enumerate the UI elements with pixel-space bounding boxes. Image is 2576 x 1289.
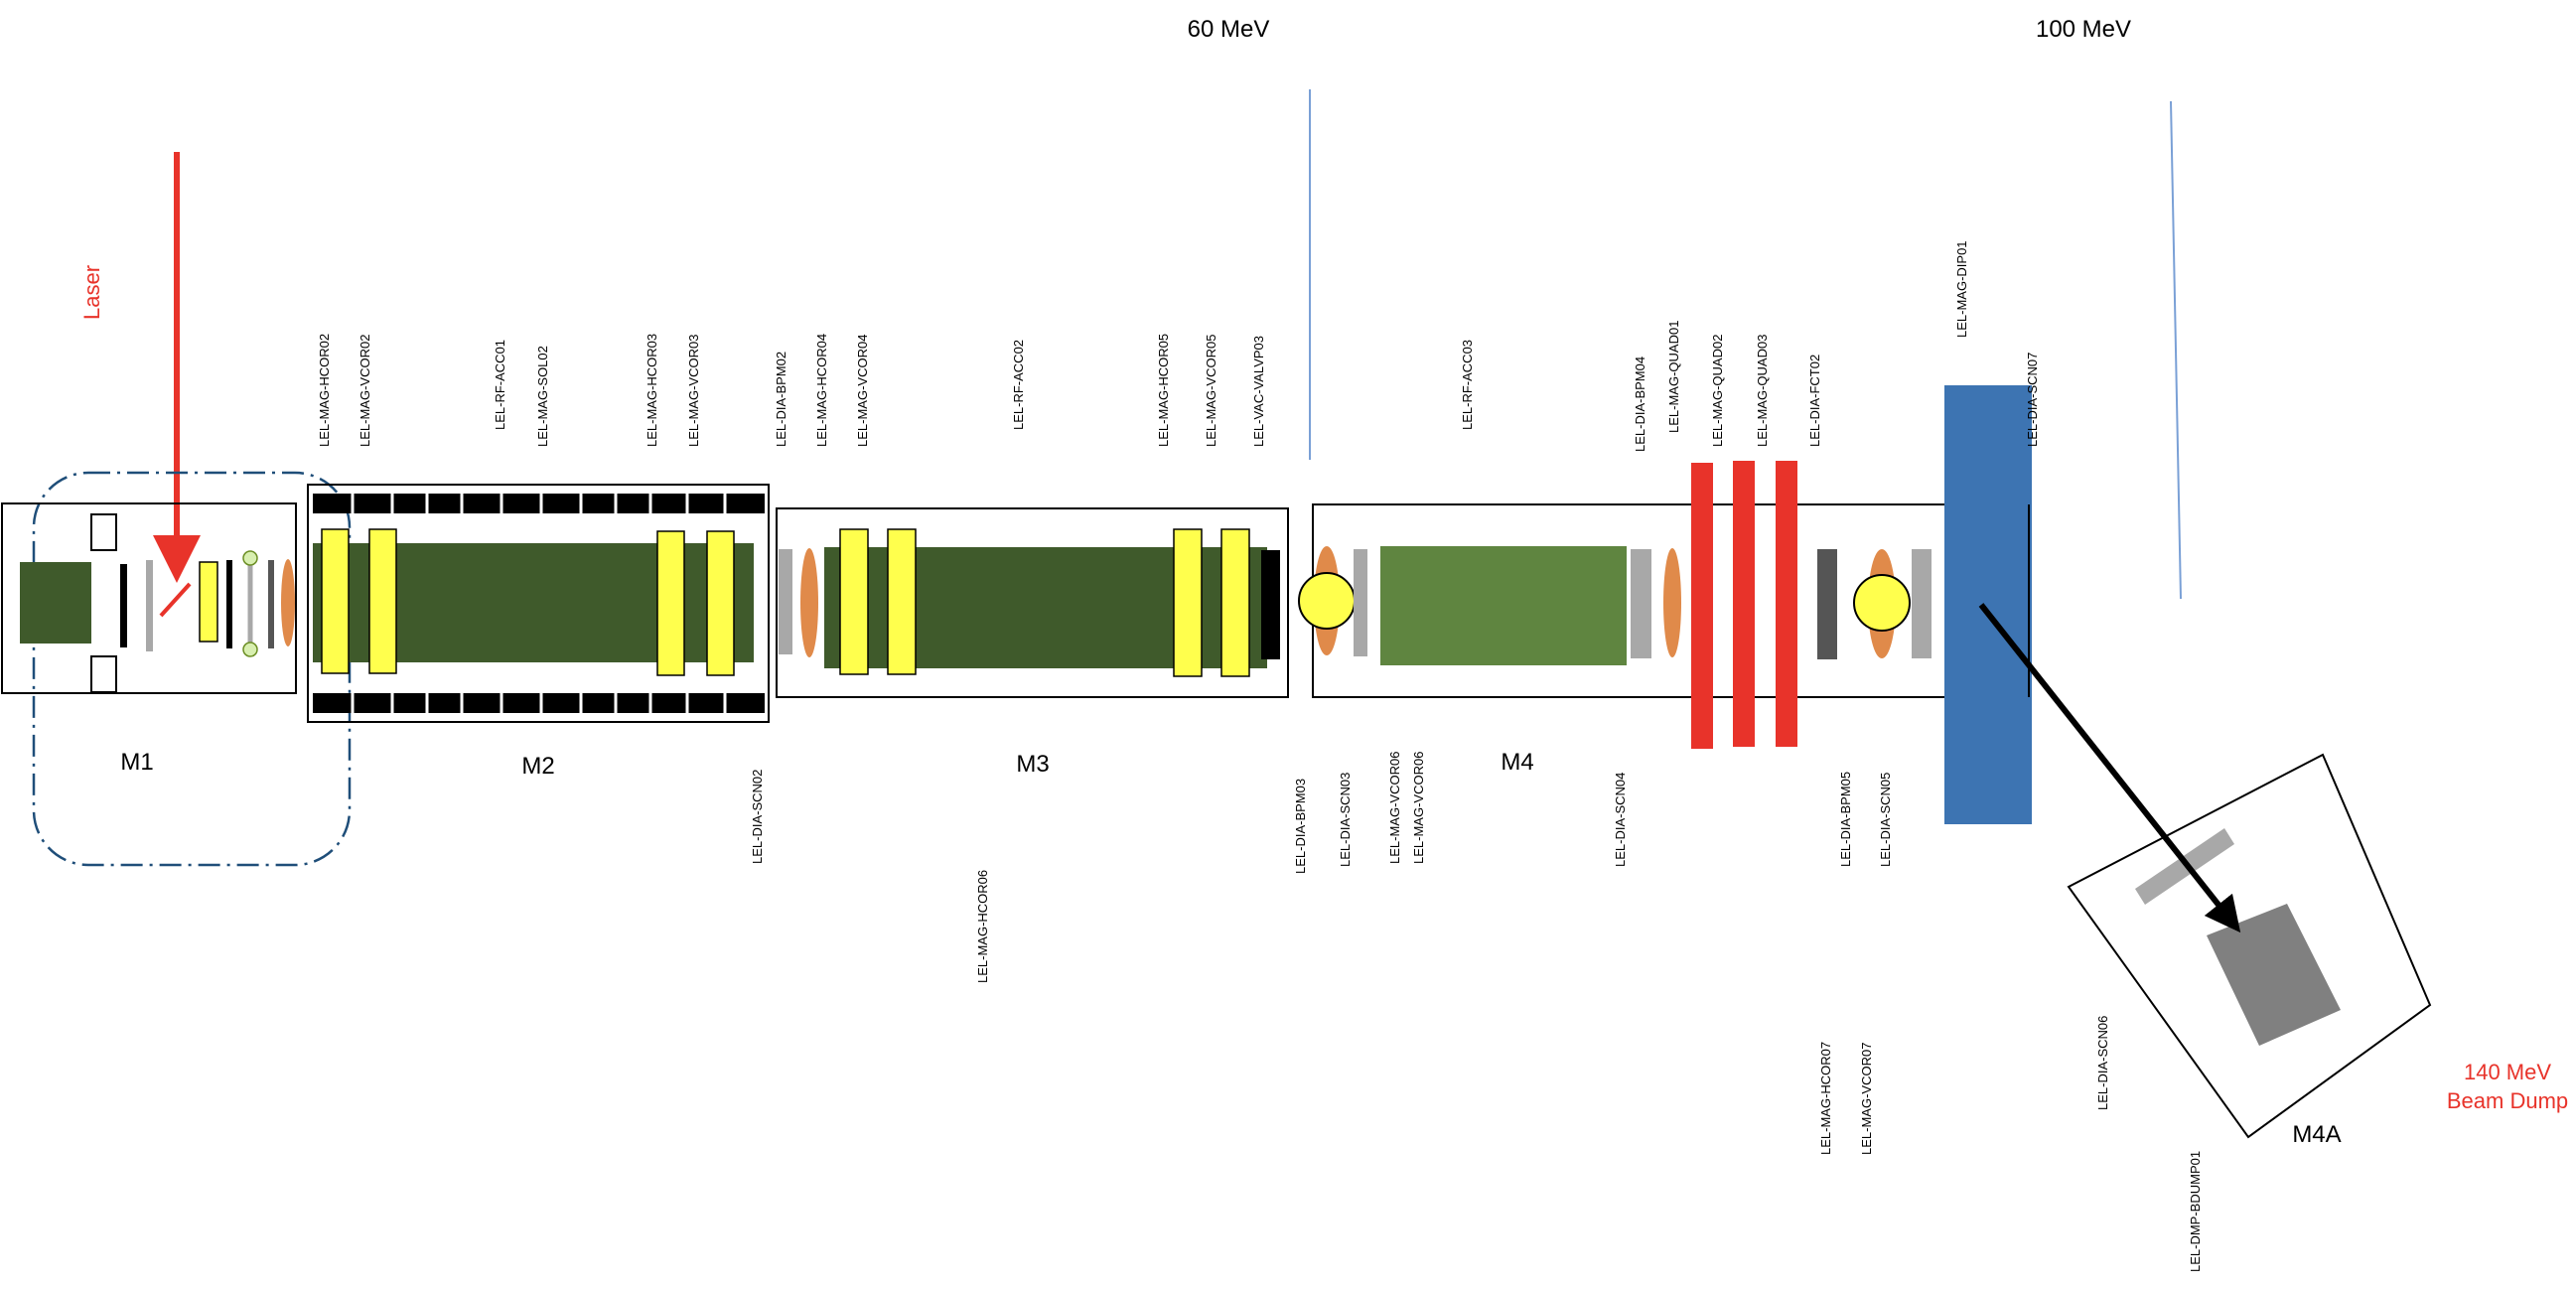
m4-screen03 [1354, 549, 1367, 656]
m4-quad01 [1691, 463, 1713, 749]
laser-mirror [159, 582, 192, 618]
m4a-box [2067, 753, 2432, 1139]
gun-port-top [90, 513, 117, 551]
device-labels-bottom: LEL-DIA-SCN02 LEL-MAG-HCOR06 LEL-DIA-BPM… [750, 752, 2203, 1272]
module-label-m4a: M4A [2292, 1121, 2341, 1148]
gun-port-bottom [90, 655, 117, 693]
m1-screen [146, 560, 153, 651]
device-label: LEL-DMP-BDUMP01 [2188, 1151, 2203, 1272]
device-label: LEL-DIA-SCN04 [1613, 773, 1628, 867]
device-label: LEL-DIA-SCN02 [750, 770, 765, 864]
device-label: LEL-RF-ACC03 [1460, 340, 1475, 430]
device-label: LEL-DIA-BPM03 [1293, 779, 1308, 874]
module-label-m3: M3 [1016, 751, 1049, 778]
m2-hcor03 [656, 530, 685, 676]
device-label: LEL-RF-ACC01 [493, 340, 507, 430]
device-label: LEL-DIA-BPM05 [1838, 772, 1853, 867]
m2-hcor02 [321, 528, 350, 674]
m3-valve [1261, 550, 1280, 659]
device-label: LEL-DIA-SCN07 [2025, 353, 2040, 447]
m2-box [307, 484, 770, 723]
m4-bpm04 [1663, 548, 1681, 657]
device-label: LEL-MAG-VCOR03 [686, 335, 701, 447]
device-label: LEL-DIA-BPM02 [774, 352, 788, 447]
module-label-m2: M2 [521, 753, 554, 780]
device-label: LEL-MAG-VCOR02 [358, 335, 372, 447]
m1-boundary [32, 471, 352, 867]
gun-body [20, 562, 91, 644]
m1-screen-knob-bottom [242, 642, 258, 657]
dipole-dip01 [1944, 385, 2032, 824]
m3-screen [779, 549, 792, 654]
m4-screen04 [1631, 549, 1651, 658]
m3-hcor05 [1173, 528, 1203, 677]
m1-bpm [281, 559, 295, 646]
m4-quad02 [1733, 461, 1755, 747]
device-label: LEL-MAG-VCOR06 [1387, 752, 1402, 864]
m3-box [776, 507, 1289, 698]
m3-bpm02 [800, 548, 818, 657]
device-label: LEL-DIA-FCT02 [1807, 355, 1822, 447]
energy-label-140mev: 140 MeV [2464, 1060, 2551, 1084]
m2-vcor03 [706, 530, 735, 676]
m4-accelerator [1380, 546, 1627, 665]
m3-vcor04 [887, 528, 917, 675]
m4-screen05 [1912, 549, 1932, 658]
device-label: LEL-MAG-SOL02 [535, 346, 550, 447]
device-label: LEL-MAG-VCOR05 [1204, 335, 1218, 447]
module-label-m1: M1 [120, 749, 153, 776]
m4-quad03 [1776, 461, 1797, 747]
device-label: LEL-MAG-QUAD01 [1666, 321, 1681, 433]
module-label-m4: M4 [1501, 749, 1533, 776]
m1-screen-knob-top [242, 550, 258, 566]
device-label: LEL-MAG-QUAD02 [1710, 335, 1725, 447]
device-label: LEL-DIA-SCN03 [1338, 773, 1353, 867]
device-label: LEL-VAC-VALVP03 [1251, 336, 1266, 447]
m2-solenoid-dividers [351, 494, 727, 713]
device-label: LEL-MAG-HCOR02 [317, 334, 332, 447]
dump-arrow [1978, 603, 2241, 933]
m3-vcor05 [1220, 528, 1250, 677]
device-label: LEL-MAG-HCOR04 [814, 334, 829, 447]
beam-dump-label: Beam Dump [2447, 1088, 2568, 1113]
device-label: LEL-DIA-SCN06 [2095, 1016, 2110, 1110]
device-label: LEL-MAG-VCOR04 [855, 335, 870, 447]
laser-label: Laser [79, 265, 104, 320]
device-label: LEL-MAG-VCOR07 [1859, 1043, 1874, 1155]
m1-black-element [120, 564, 127, 647]
device-label: LEL-MAG-HCOR03 [644, 334, 659, 447]
energy-line-100mev [2170, 100, 2182, 600]
energy-label-100mev: 100 MeV [2036, 16, 2131, 43]
m1-dark-element [268, 560, 274, 648]
m3-hcor04 [839, 528, 869, 675]
device-label: LEL-DIA-BPM04 [1633, 357, 1647, 452]
device-label: LEL-MAG-DIP01 [1954, 240, 1969, 338]
device-label: LEL-MAG-HCOR07 [1818, 1042, 1833, 1155]
m1-corrector [199, 561, 218, 643]
m4-bpm05-marker [1853, 574, 1911, 632]
m4-bpm03-marker [1298, 572, 1356, 630]
device-label: LEL-MAG-QUAD03 [1755, 335, 1770, 447]
device-label: LEL-MAG-HCOR05 [1156, 334, 1171, 447]
device-label: LEL-MAG-VCOR06 [1411, 752, 1426, 864]
device-label: LEL-DIA-SCN05 [1878, 773, 1893, 867]
m4-fct02 [1817, 549, 1837, 659]
m1-black-element-2 [226, 560, 232, 648]
m2-solenoid-bottom [313, 693, 765, 713]
m4a-dump [2207, 904, 2341, 1046]
m2-solenoid-top [313, 494, 765, 513]
device-label: LEL-MAG-HCOR06 [975, 870, 990, 983]
device-label: LEL-RF-ACC02 [1011, 340, 1026, 430]
energy-label-60mev: 60 MeV [1188, 16, 1270, 43]
m2-vcor02 [368, 528, 397, 674]
m1-box [1, 502, 297, 694]
device-labels-top: LEL-MAG-HCOR02 LEL-MAG-VCOR02 LEL-RF-ACC… [317, 240, 2040, 452]
